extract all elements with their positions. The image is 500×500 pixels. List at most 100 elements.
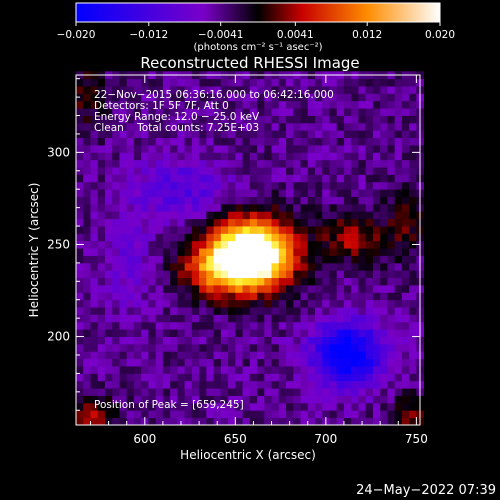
heatmap-cell (271, 336, 280, 345)
heatmap-cell (184, 93, 193, 102)
heatmap-cell (155, 248, 164, 256)
heatmap-cell (155, 299, 164, 308)
heatmap-cell (199, 78, 207, 87)
heatmap-cell (249, 285, 258, 293)
heatmap-cell (83, 196, 91, 205)
heatmap-cell (184, 78, 193, 87)
heatmap-cell (380, 196, 388, 205)
heatmap-cell (343, 255, 352, 264)
heatmap-cell (314, 285, 323, 293)
heatmap-cell (358, 262, 367, 271)
heatmap-cell (162, 122, 171, 131)
heatmap-cell (307, 395, 316, 404)
heatmap-cell (278, 373, 287, 382)
heatmap-cell (112, 351, 120, 360)
heatmap-cell (191, 417, 200, 426)
heatmap-cell (112, 137, 120, 146)
heatmap-cell (322, 115, 330, 124)
heatmap-cell (409, 388, 417, 396)
heatmap-cell (133, 152, 142, 161)
heatmap-cell (199, 189, 207, 197)
colorbar-tick-label: −0.0041 (198, 29, 244, 41)
heatmap-cell (351, 86, 359, 94)
heatmap-cell (322, 402, 330, 411)
heatmap-cell (322, 86, 330, 94)
heatmap-cell (314, 181, 323, 190)
heatmap-cell (112, 152, 120, 161)
heatmap-cell (148, 196, 157, 205)
heatmap-cell (220, 167, 229, 175)
heatmap-cell (336, 248, 345, 256)
heatmap-cell (191, 343, 200, 352)
heatmap-cell (184, 233, 193, 242)
heatmap-cell (177, 248, 186, 256)
heatmap-cell (372, 174, 381, 183)
heatmap-cell (307, 159, 316, 168)
heatmap-cell (177, 93, 186, 102)
heatmap-cell (300, 196, 309, 205)
heatmap-cell (401, 321, 410, 330)
heatmap-cell (278, 211, 287, 220)
heatmap-cell (104, 86, 113, 94)
heatmap-cell (329, 336, 338, 345)
heatmap-cell (104, 248, 113, 256)
heatmap-cell (206, 93, 214, 102)
heatmap-cell (307, 285, 316, 293)
heatmap-cell (249, 240, 258, 249)
heatmap-cell (343, 196, 352, 205)
heatmap-cell (155, 388, 164, 396)
heatmap-cell (336, 380, 345, 389)
heatmap-cell (387, 145, 396, 153)
heatmap-cell (90, 262, 99, 271)
heatmap-cell (372, 181, 381, 190)
heatmap-cell (336, 152, 345, 161)
heatmap-cell (286, 351, 294, 360)
heatmap-cell (170, 226, 178, 234)
heatmap-cell (126, 358, 135, 367)
heatmap-cell (365, 410, 374, 419)
heatmap-cell (206, 373, 214, 382)
heatmap-cell (300, 174, 309, 183)
heatmap-cell (351, 78, 359, 87)
heatmap-cell (119, 402, 128, 411)
heatmap-cell (329, 307, 338, 315)
heatmap-cell (148, 373, 157, 382)
heatmap-cell (343, 189, 352, 197)
heatmap-cell (83, 100, 91, 109)
heatmap-cell (329, 366, 338, 374)
heatmap-cell (199, 100, 207, 109)
heatmap-cell (365, 233, 374, 242)
heatmap-cell (119, 329, 128, 337)
heatmap-cell (409, 343, 417, 352)
heatmap-cell (242, 137, 251, 146)
heatmap-cell (286, 115, 294, 124)
heatmap-cell (148, 255, 157, 264)
heatmap-cell (177, 137, 186, 146)
heatmap-cell (380, 108, 388, 116)
heatmap-cell (177, 410, 186, 419)
heatmap-cell (351, 270, 359, 279)
heatmap-cell (394, 78, 403, 87)
heatmap-cell (286, 203, 294, 212)
heatmap-cell (365, 248, 374, 256)
heatmap-cell (278, 108, 287, 116)
heatmap-cell (286, 108, 294, 116)
heatmap-cell (242, 255, 251, 264)
heatmap-cell (76, 100, 84, 109)
heatmap-cell (278, 417, 287, 426)
heatmap-cell (162, 373, 171, 382)
heatmap-cell (242, 343, 251, 352)
heatmap-cell (286, 336, 294, 345)
heatmap-cell (155, 203, 164, 212)
heatmap-cell (257, 343, 265, 352)
heatmap-cell (199, 174, 207, 183)
heatmap-cell (220, 226, 229, 234)
heatmap-cell (170, 189, 178, 197)
heatmap-cell (387, 159, 396, 168)
heatmap-cell (264, 270, 272, 279)
heatmap-cell (206, 167, 214, 175)
heatmap-cell (76, 189, 84, 197)
heatmap-cell (119, 159, 128, 168)
heatmap-cell (112, 307, 120, 315)
heatmap-cell (83, 307, 91, 315)
